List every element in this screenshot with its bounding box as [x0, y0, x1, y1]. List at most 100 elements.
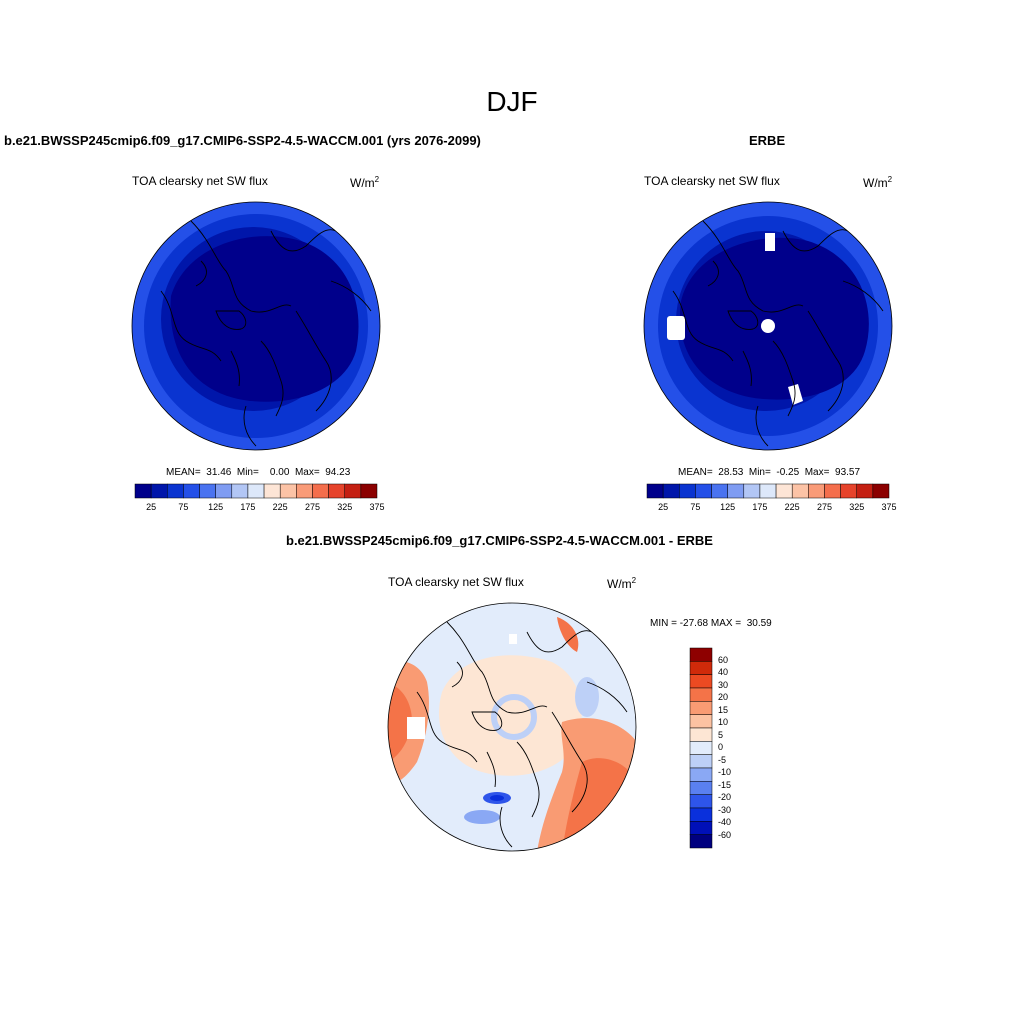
- left-map-border: [131, 201, 381, 451]
- right-panel-title: ERBE: [749, 133, 786, 148]
- right-units-label: W/m2: [863, 175, 893, 190]
- right-colorbar-box: [872, 483, 890, 499]
- diff-colorbar-box: [689, 661, 713, 675]
- diff-colorbar-tick-label: -30: [718, 804, 732, 815]
- diff-colorbar-tick-label: -60: [718, 829, 732, 840]
- diff-colorbar-box: [689, 674, 713, 689]
- diff-colorbar-box: [689, 727, 713, 742]
- diff-colorbar-tick-label: -5: [718, 754, 727, 765]
- left-colorbar-box: [296, 483, 313, 499]
- right-coastlines: [672, 220, 884, 447]
- left-colorbar-box: [231, 483, 249, 499]
- diff-polar-map: [387, 602, 637, 852]
- right-polar-map: [643, 201, 893, 451]
- diff-colorbar-labels: 60 40 30 20 15 10 5 0 -5 -10 -15 -20 -30 -40 -60: [718, 648, 758, 848]
- right-colorbar: [646, 483, 890, 499]
- right-colorbar-box: [743, 483, 761, 499]
- diff-coastlines: [416, 621, 628, 848]
- right-colorbar-box: [711, 483, 728, 499]
- diff-missing-patch-left: [407, 717, 425, 739]
- right-colorbar-box: [727, 483, 745, 499]
- left-units-label: W/m2: [350, 175, 380, 190]
- left-colorbar-tick-label: 325: [337, 502, 353, 512]
- diff-colorbar-tick-label: 10: [718, 717, 729, 727]
- right-colorbar-tick-label: 375: [881, 502, 897, 512]
- right-colorbar-box: [856, 483, 874, 499]
- left-colorbar-box: [279, 483, 297, 499]
- right-colorbar-tick-label: 325: [849, 502, 865, 512]
- diff-colorbar-tick-label: -40: [718, 817, 732, 827]
- diff-map-border: [387, 602, 637, 852]
- right-colorbar-tick-label: 175: [752, 502, 768, 512]
- diff-colorbar-tick-label: 0: [718, 742, 724, 752]
- diff-variable-label: TOA clearsky net SW flux: [388, 575, 524, 589]
- left-colorbar-tick-label: 125: [208, 502, 224, 512]
- right-colorbar-box: [679, 483, 696, 499]
- right-colorbar-tick-label: 25: [658, 502, 669, 512]
- main-title: DJF: [486, 86, 538, 117]
- left-colorbar-tick-label: 175: [240, 502, 256, 512]
- diff-colorbar-box: [689, 754, 713, 769]
- diff-colorbar-tick-label: 60: [718, 654, 729, 665]
- right-colorbar-tick-label: 275: [816, 502, 832, 512]
- right-colorbar-labels: 25 75 125 175 225 275 325 375: [647, 502, 896, 514]
- right-map-core: [679, 237, 869, 400]
- left-stats: MEAN= 31.46 Min= 0.00 Max= 94.23: [166, 467, 351, 478]
- right-missing-patch-left: [667, 316, 685, 340]
- left-colorbar-box: [360, 483, 378, 499]
- diff-colorbar-box: [689, 821, 713, 835]
- diff-stats: MIN = -27.68 MAX = 30.59: [650, 618, 772, 629]
- diff-colorbar-tick-label: -10: [718, 767, 732, 777]
- left-colorbar-tick-label: 275: [304, 502, 320, 512]
- diff-colorbar-tick-label: -20: [718, 792, 732, 802]
- left-colorbar-box: [247, 483, 265, 499]
- diff-colorbar-tick-label: 40: [718, 667, 729, 677]
- right-colorbar-box: [840, 483, 857, 499]
- right-map-border: [643, 201, 893, 451]
- left-colorbar-box: [134, 483, 152, 499]
- diff-colorbar-box: [689, 807, 713, 822]
- diff-colorbar-box: [689, 741, 713, 755]
- right-missing-patch-pole: [761, 319, 775, 333]
- diff-colorbar-box: [689, 647, 713, 662]
- left-colorbar-box: [263, 483, 281, 499]
- right-colorbar-box: [808, 483, 825, 499]
- right-missing-patch-bottom: [788, 384, 803, 405]
- diff-colorbar: [689, 647, 713, 849]
- diff-colorbar-box: [689, 834, 713, 849]
- right-variable-label: TOA clearsky net SW flux: [644, 174, 780, 188]
- diff-panel-title: b.e21.BWSSP245cmip6.f09_g17.CMIP6-SSP2-4…: [286, 533, 713, 548]
- left-colorbar-labels: 25 75 125 175 225 275 325 375: [135, 502, 384, 514]
- diff-colorbar-tick-label: 5: [718, 729, 724, 740]
- diff-colorbar-box: [689, 687, 713, 702]
- left-colorbar-tick-label: 375: [369, 502, 385, 512]
- right-colorbar-box: [759, 483, 777, 499]
- diff-colorbar-tick-label: 30: [718, 679, 729, 690]
- right-colorbar-box: [791, 483, 809, 499]
- left-colorbar-box: [328, 483, 345, 499]
- left-colorbar-tick-label: 225: [272, 502, 288, 512]
- diff-colorbar-box: [689, 714, 713, 729]
- right-colorbar-box: [662, 483, 680, 499]
- diff-missing-patch-top: [509, 634, 517, 644]
- right-missing-patch-top: [765, 233, 775, 251]
- diff-units-label: W/m2: [607, 576, 637, 591]
- left-colorbar-box: [312, 483, 329, 499]
- right-colorbar-tick-label: 125: [720, 502, 736, 512]
- left-variable-label: TOA clearsky net SW flux: [132, 174, 268, 188]
- left-colorbar-box: [150, 483, 168, 499]
- left-colorbar-box: [167, 483, 184, 499]
- diff-colorbar-box: [689, 781, 713, 795]
- diff-colorbar-tick-label: 15: [718, 704, 729, 715]
- left-colorbar-box: [344, 483, 362, 499]
- diff-pole-ring: [491, 694, 537, 740]
- right-colorbar-box: [646, 483, 664, 499]
- left-colorbar-tick-label: 25: [146, 502, 157, 512]
- right-colorbar-box: [824, 483, 841, 499]
- diff-colorbar-box: [689, 794, 713, 809]
- left-colorbar-box: [199, 483, 216, 499]
- diff-colorbar-box: [689, 767, 713, 782]
- left-panel-title: b.e21.BWSSP245cmip6.f09_g17.CMIP6-SSP2-4…: [4, 133, 481, 148]
- diff-colorbar-tick-label: -15: [718, 779, 732, 790]
- right-colorbar-box: [775, 483, 793, 499]
